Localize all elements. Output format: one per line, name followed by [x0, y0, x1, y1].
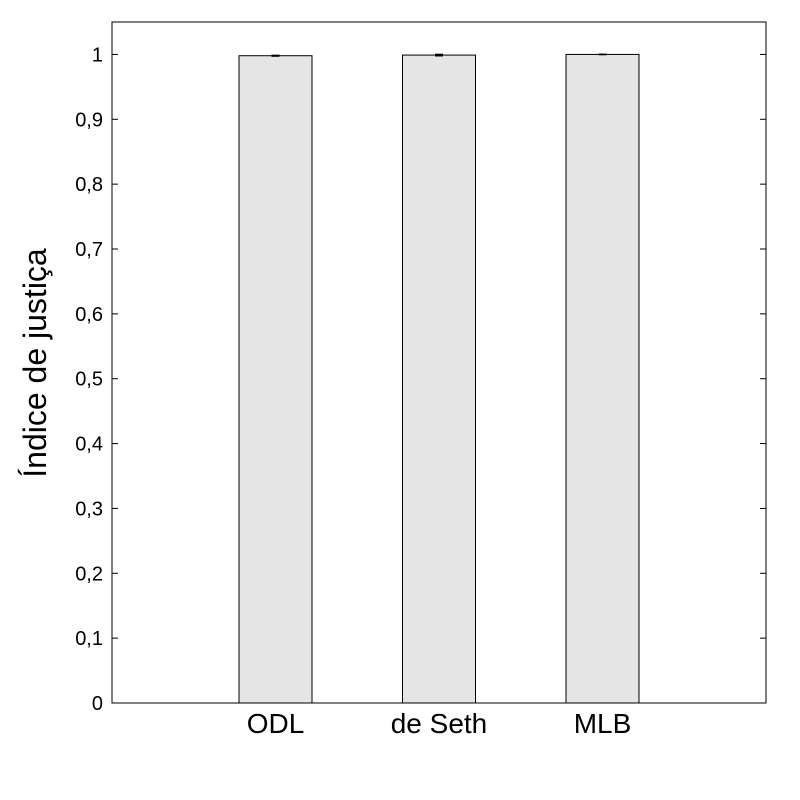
y-tick-label: 0,1 [75, 628, 103, 650]
bar-mlb [565, 53, 640, 704]
y-axis-title: Índice de justiça [17, 248, 53, 478]
y-tick-label: 0,5 [75, 369, 103, 391]
x-tick-labels: ODL de Seth MLB [247, 708, 632, 739]
bar-de-seth [402, 54, 476, 704]
bar-odl [238, 55, 313, 704]
x-tick-label: ODL [247, 708, 305, 739]
y-ticks: 0 0,1 0,2 0,3 0,4 0,5 0,6 0,7 0,8 0,9 1 [75, 44, 766, 715]
y-tick-label: 0,2 [75, 563, 103, 585]
y-tick-label: 0,6 [75, 304, 103, 326]
y-tick-label: 0,7 [75, 239, 103, 261]
y-tick-label: 1 [92, 44, 103, 66]
x-tick-label: MLB [574, 708, 632, 739]
x-tick-label: de Seth [391, 708, 488, 739]
y-tick-label: 0,4 [75, 434, 103, 456]
bars [238, 53, 640, 704]
y-tick-label: 0,9 [75, 109, 103, 131]
y-tick-label: 0 [92, 693, 103, 715]
y-tick-label: 0,8 [75, 174, 103, 196]
y-tick-label: 0,3 [75, 498, 103, 520]
